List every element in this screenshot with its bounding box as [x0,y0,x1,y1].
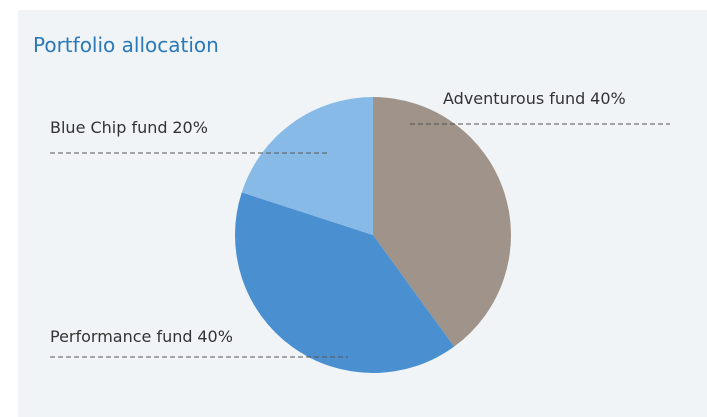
category-name: Performance fund [50,327,193,346]
value-label: 40% [590,89,626,108]
slice-label: Blue Chip fund 20% [50,118,208,137]
value-label: 20% [172,118,208,137]
category-name: Blue Chip fund [50,118,168,137]
pie-slice [373,97,512,347]
category-name: Adventurous fund [443,89,585,108]
value-label: 40% [197,327,233,346]
pie-slice [241,97,373,235]
chart-title: Portfolio allocation [33,33,219,57]
pie-slice [235,192,455,374]
slice-label: Performance fund 40% [50,327,233,346]
slice-label: Adventurous fund 40% [443,89,626,108]
